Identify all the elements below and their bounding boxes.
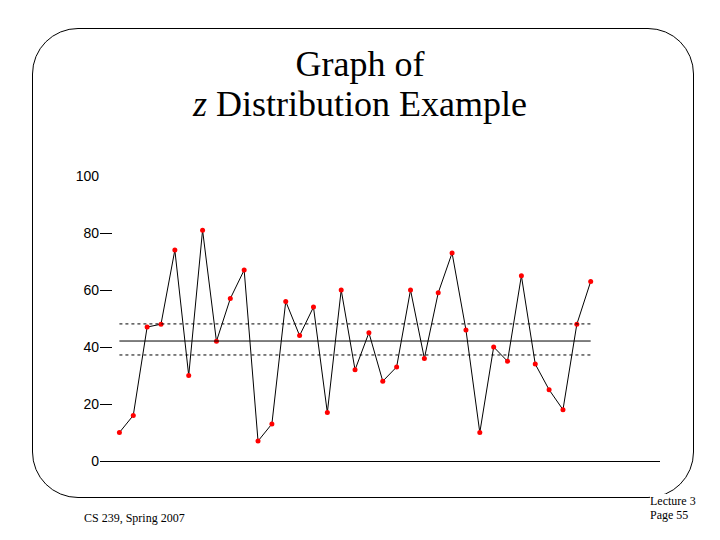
html-text:Graph of: Graph of (295, 44, 425, 84)
html-text:Page 55: Page 55 (650, 508, 689, 522)
svg-text:100: 100 (76, 168, 100, 184)
html-text:CS 239, Spring 2007: CS 239, Spring 2007 (84, 511, 185, 525)
svg-text:20: 20 (83, 396, 99, 412)
html-text:Lecture 3: Lecture 3 (650, 494, 696, 508)
svg-text:0: 0 (91, 453, 99, 469)
svg-text:60: 60 (83, 282, 99, 298)
svg-text:80: 80 (83, 225, 99, 241)
html-text:z Distribution Example: z Distribution Example (193, 84, 527, 124)
svg-text:40: 40 (83, 339, 99, 355)
